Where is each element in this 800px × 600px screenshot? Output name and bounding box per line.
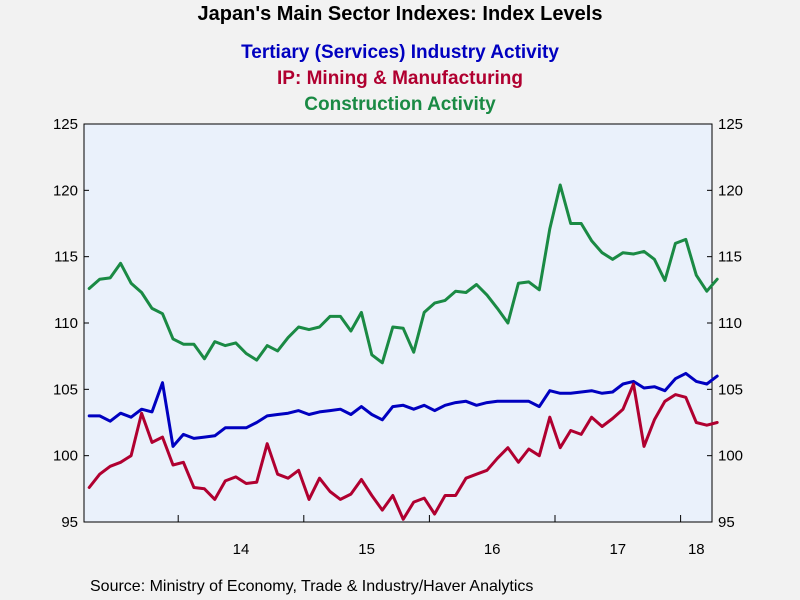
x-tick-label: 16 <box>484 541 501 558</box>
y-axis-left: 95 100 105 110 115 120 125 <box>53 116 89 531</box>
y-tick-label-right: 110 <box>718 315 742 332</box>
y-tick-label-right: 100 <box>718 448 743 465</box>
y-tick-label-left: 95 <box>61 514 78 531</box>
chart-title: Japan's Main Sector Indexes: Index Level… <box>197 3 603 25</box>
series-label-construction: Construction Activity <box>304 94 496 115</box>
x-tick-label: 18 <box>688 541 705 558</box>
y-tick-label-right: 95 <box>718 514 735 531</box>
plot-area <box>83 123 713 523</box>
y-tick-label-left: 110 <box>54 315 78 332</box>
y-tick-label-left: 105 <box>53 381 78 398</box>
x-axis: 14 15 16 17 18 <box>177 515 705 558</box>
y-tick-label-right: 125 <box>718 116 743 133</box>
y-tick-label-left: 115 <box>54 249 78 266</box>
y-axis-right: 95 100 105 110 115 120 125 <box>707 116 743 531</box>
series-lines <box>87 183 719 521</box>
series-label-ip: IP: Mining & Manufacturing <box>277 68 523 89</box>
y-tick-label-left: 125 <box>53 116 78 133</box>
x-tick-label: 14 <box>233 541 250 558</box>
y-tick-label-right: 115 <box>718 249 742 266</box>
y-tick-label-right: 120 <box>718 182 743 199</box>
y-tick-label-left: 100 <box>53 448 78 465</box>
y-tick-label-left: 120 <box>53 182 78 199</box>
x-tick-label: 15 <box>358 541 375 558</box>
series-label-tertiary: Tertiary (Services) Industry Activity <box>241 42 559 63</box>
series-line-1 <box>87 382 719 521</box>
series-line-2 <box>87 183 719 365</box>
series-line-0 <box>87 371 719 448</box>
x-tick-label: 17 <box>609 541 626 558</box>
source-note: Source: Ministry of Economy, Trade & Ind… <box>90 578 534 595</box>
y-tick-label-right: 105 <box>718 381 743 398</box>
